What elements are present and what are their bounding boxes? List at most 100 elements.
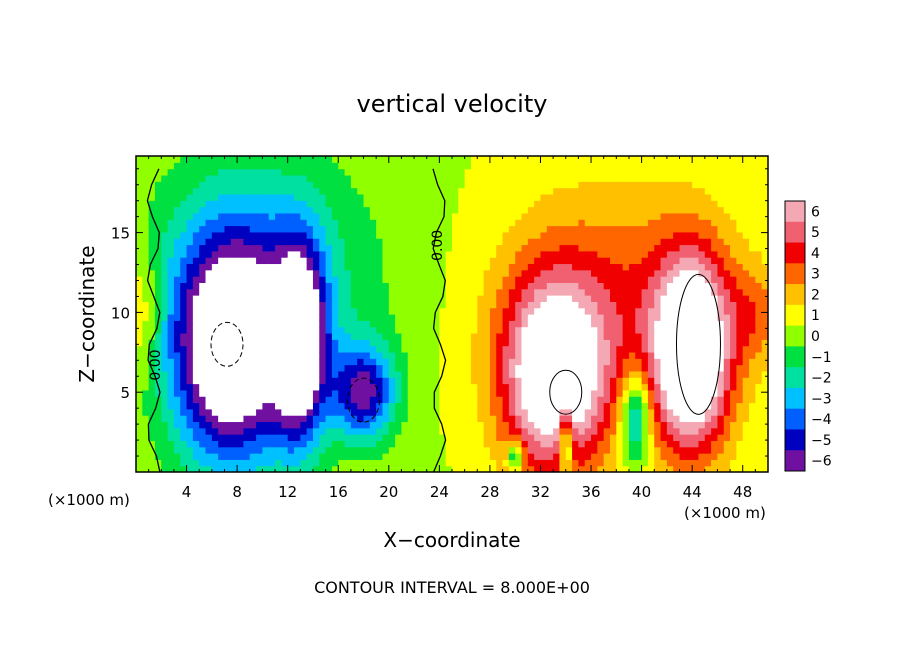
heatmap-cell — [154, 187, 162, 195]
heatmap-cell — [622, 187, 630, 195]
heatmap-cell — [572, 377, 579, 385]
heatmap-cell — [742, 288, 750, 296]
heatmap-cell — [262, 326, 270, 334]
heatmap-cell — [230, 453, 238, 460]
heatmap-cell — [344, 453, 352, 460]
heatmap-cell — [306, 263, 314, 271]
heatmap-cell — [483, 193, 491, 201]
heatmap-cell — [654, 257, 662, 265]
heatmap-cell — [224, 446, 232, 454]
heatmap-cell — [483, 320, 491, 328]
heatmap-cell — [761, 389, 768, 397]
heatmap-cell — [369, 377, 377, 385]
heatmap-cell — [388, 389, 396, 397]
heatmap-cell — [616, 421, 624, 429]
heatmap-cell — [496, 383, 504, 391]
heatmap-cell — [502, 434, 510, 441]
heatmap-cell — [350, 257, 358, 265]
heatmap-cell — [344, 446, 352, 454]
heatmap-cell — [180, 415, 188, 423]
heatmap-cell — [148, 200, 156, 208]
heatmap-cell — [685, 156, 693, 163]
heatmap-cell — [635, 377, 643, 385]
heatmap-cell — [262, 244, 270, 252]
heatmap-cell — [723, 206, 731, 214]
heatmap-cell — [256, 434, 263, 441]
heatmap-cell — [692, 238, 700, 246]
heatmap-cell — [338, 421, 346, 429]
heatmap-cell — [546, 465, 554, 472]
heatmap-cell — [622, 282, 630, 290]
heatmap-cell — [363, 383, 371, 391]
heatmap-cell — [331, 389, 339, 397]
heatmap-cell — [306, 415, 314, 423]
heatmap-cell — [167, 364, 175, 372]
heatmap-cell — [369, 364, 377, 372]
heatmap-cell — [502, 320, 510, 328]
heatmap-cell — [464, 326, 472, 334]
heatmap-cell — [572, 339, 579, 347]
heatmap-cell — [635, 370, 643, 378]
heatmap-cell — [167, 187, 175, 195]
heatmap-cell — [546, 269, 554, 277]
heatmap-cell — [496, 370, 504, 378]
heatmap-cell — [458, 421, 466, 429]
heatmap-cell — [300, 427, 308, 435]
heatmap-cell — [761, 434, 768, 441]
heatmap-cell — [723, 440, 731, 448]
heatmap-cell — [704, 231, 712, 239]
heatmap-cell — [363, 276, 371, 283]
heatmap-cell — [369, 434, 377, 441]
heatmap-cell — [749, 257, 756, 265]
heatmap-cell — [407, 434, 415, 441]
heatmap-cell — [458, 168, 466, 176]
heatmap-cell — [723, 326, 731, 334]
heatmap-cell — [136, 174, 143, 182]
heatmap-cell — [167, 345, 175, 353]
heatmap-cell — [565, 459, 573, 467]
heatmap-cell — [704, 364, 712, 372]
heatmap-cell — [173, 389, 181, 397]
heatmap-cell — [591, 377, 598, 385]
heatmap-cell — [483, 162, 491, 170]
heatmap-cell — [591, 320, 598, 328]
heatmap-cell — [483, 168, 491, 176]
heatmap-cell — [578, 421, 586, 429]
heatmap-cell — [692, 402, 700, 410]
heatmap-cell — [388, 206, 396, 214]
heatmap-cell — [647, 440, 655, 448]
heatmap-cell — [470, 427, 478, 435]
heatmap-cell — [180, 351, 188, 359]
heatmap-cell — [610, 358, 617, 366]
heatmap-cell — [154, 415, 162, 423]
heatmap-cell — [572, 320, 579, 328]
heatmap-cell — [148, 421, 156, 429]
heatmap-cell — [508, 345, 516, 353]
heatmap-cell — [553, 225, 561, 233]
heatmap-cell — [319, 257, 327, 265]
heatmap-cell — [546, 434, 554, 441]
heatmap-cell — [597, 364, 605, 372]
heatmap-cell — [173, 332, 181, 340]
heatmap-cell — [224, 295, 232, 302]
heatmap-cell — [167, 326, 175, 334]
heatmap-cell — [711, 200, 719, 208]
heatmap-cell — [331, 156, 339, 163]
heatmap-cell — [211, 396, 219, 404]
heatmap-cell — [142, 320, 150, 328]
heatmap-cell — [357, 212, 365, 220]
heatmap-cell — [610, 364, 617, 372]
heatmap-cell — [395, 402, 403, 410]
heatmap-cell — [338, 200, 346, 208]
heatmap-cell — [154, 193, 162, 201]
heatmap-cell — [597, 427, 605, 435]
heatmap-cell — [736, 206, 744, 214]
heatmap-cell — [452, 402, 459, 410]
heatmap-cell — [540, 446, 548, 454]
heatmap-cell — [331, 408, 339, 416]
heatmap-cell — [711, 156, 719, 163]
heatmap-cell — [565, 225, 573, 233]
heatmap-cell — [186, 181, 194, 189]
heatmap-cell — [723, 370, 731, 378]
heatmap-cell — [679, 345, 687, 353]
